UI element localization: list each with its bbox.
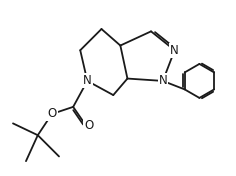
- Text: N: N: [170, 44, 179, 57]
- Text: O: O: [84, 119, 94, 132]
- Text: N: N: [83, 74, 92, 87]
- Text: N: N: [158, 74, 167, 87]
- Text: O: O: [47, 108, 57, 120]
